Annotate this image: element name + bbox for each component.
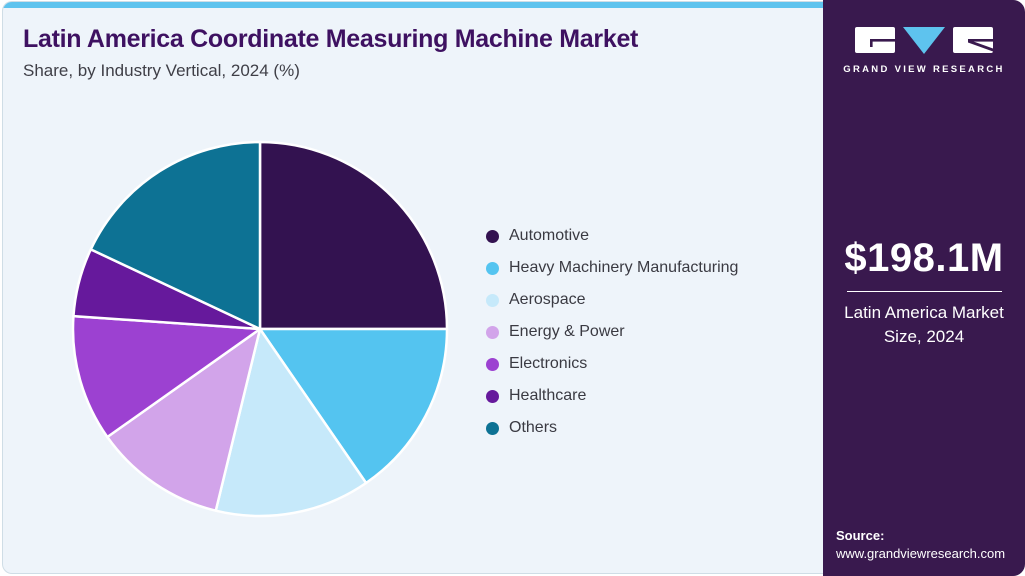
legend-label: Automotive: [509, 227, 590, 244]
pie-slice-automotive: [258, 140, 449, 331]
pie-chart: [71, 140, 449, 518]
source-url: www.grandviewresearch.com: [836, 546, 1006, 561]
market-size-block: $198.1M Latin America Market Size, 2024: [823, 236, 1025, 349]
logo-v-triangle-icon: [903, 27, 945, 54]
legend-swatch-icon: [486, 229, 499, 243]
pie-slice-electronics: [71, 314, 262, 439]
market-size-label: Latin America Market Size, 2024: [844, 303, 1004, 346]
legend-item-aerospace: Aerospace: [486, 284, 738, 316]
chart-panel: Latin America Coordinate Measuring Machi…: [2, 1, 824, 574]
legend-swatch-icon: [486, 293, 499, 307]
legend-label: Heavy Machinery Manufacturing: [509, 259, 739, 276]
legend-label: Healthcare: [509, 387, 587, 404]
legend-item-heavy-machinery-manufacturing: Heavy Machinery Manufacturing: [486, 252, 738, 284]
legend-label: Electronics: [509, 355, 588, 372]
legend-item-electronics: Electronics: [486, 348, 738, 380]
legend-item-automotive: Automotive: [486, 220, 738, 252]
legend-label: Aerospace: [509, 291, 586, 308]
legend-item-healthcare: Healthcare: [486, 380, 738, 412]
brand-name: GRAND VIEW RESEARCH: [843, 64, 1005, 75]
pie-slice-heavy-machinery-manufacturing: [258, 327, 449, 485]
logo-r-glyph-icon: [953, 27, 993, 53]
brand-logo: GRAND VIEW RESEARCH: [823, 27, 1025, 75]
pie-slice-others: [89, 140, 262, 331]
logo-g-glyph-icon: [855, 27, 895, 53]
legend-item-energy-power: Energy & Power: [486, 316, 738, 348]
divider: [846, 291, 1002, 292]
legend-swatch-icon: [486, 357, 499, 371]
top-accent-bar: [3, 2, 824, 8]
legend-swatch-icon: [486, 421, 499, 435]
pie-slice-aerospace: [214, 327, 368, 518]
legend-swatch-icon: [486, 389, 499, 403]
source-block: Source: www.grandviewresearch.com: [836, 528, 1005, 561]
legend-swatch-icon: [486, 325, 499, 339]
chart-header: Latin America Coordinate Measuring Machi…: [23, 25, 808, 81]
legend-label: Others: [509, 419, 558, 436]
pie-slice-energy-power: [106, 327, 262, 512]
legend-label: Energy & Power: [509, 323, 625, 340]
source-label: Source:: [836, 528, 885, 543]
gvr-logo-icon: [855, 27, 993, 55]
market-size-value: $198.1M: [844, 236, 1004, 280]
legend: Automotive Heavy Machinery Manufacturing…: [486, 220, 738, 444]
brand-sidebar: GRAND VIEW RESEARCH $198.1M Latin Americ…: [823, 0, 1025, 576]
legend-item-others: Others: [486, 412, 738, 444]
page-subtitle: Share, by Industry Vertical, 2024 (%): [23, 60, 300, 80]
page-title: Latin America Coordinate Measuring Machi…: [23, 25, 639, 53]
legend-swatch-icon: [486, 261, 499, 275]
